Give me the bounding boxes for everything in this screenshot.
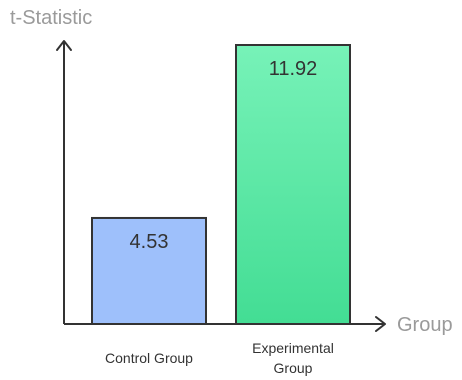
- x-axis-title: Group: [397, 314, 453, 336]
- x-tick-label: Control Group: [105, 350, 193, 366]
- bar-value-label: 4.53: [130, 231, 169, 253]
- bars-group: [91, 44, 351, 326]
- x-axis-arrow-icon: [375, 316, 386, 332]
- x-tick-labels-group: Control Group Experimental Group: [105, 340, 334, 376]
- y-axis-arrow-icon: [56, 40, 72, 51]
- x-tick-label: Experimental Group: [252, 340, 334, 376]
- y-axis: [56, 40, 72, 324]
- bar-experimental-group: [235, 44, 351, 325]
- bar-control-group: [91, 216, 207, 326]
- y-axis-title: t-Statistic: [10, 7, 92, 29]
- x-axis: [64, 316, 386, 332]
- bar-value-label: 11.92: [269, 58, 318, 80]
- value-labels-group: 4.53 11.92: [130, 58, 318, 253]
